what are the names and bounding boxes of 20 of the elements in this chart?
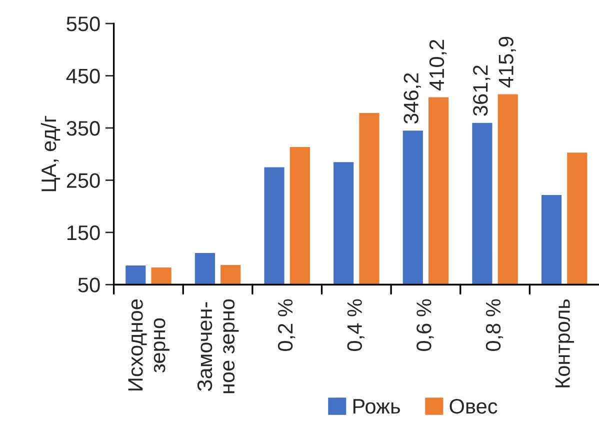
x-tick-label: Исходное зерно xyxy=(128,299,170,390)
x-tick-label: Контроль xyxy=(555,299,574,388)
x-tick-label: 0,8 % xyxy=(486,299,504,351)
x-tick-label: 0,4 % xyxy=(347,299,364,351)
legend-label: Овес xyxy=(450,398,498,414)
data-label: 346,2 xyxy=(404,73,421,124)
y-axis-title: ЦА, ед/г xyxy=(40,116,60,192)
x-tick-label: 0,2 % xyxy=(278,299,296,351)
y-tick-label: 350 xyxy=(66,120,100,136)
y-tick-label: 50 xyxy=(78,278,100,292)
x-tick-label: 0,6 % xyxy=(416,299,434,351)
legend-label: Рожь xyxy=(353,399,400,414)
y-tick-label: 250 xyxy=(66,173,100,188)
y-tick-label: 550 xyxy=(66,16,100,32)
data-label: 415,9 xyxy=(498,36,516,88)
y-tick-label: 450 xyxy=(66,68,100,84)
data-label: 410,2 xyxy=(429,40,447,91)
x-tick-label: Замочен- ное зерно xyxy=(197,299,239,394)
y-tick-label: 150 xyxy=(67,225,100,240)
data-label: 361,2 xyxy=(473,65,490,116)
